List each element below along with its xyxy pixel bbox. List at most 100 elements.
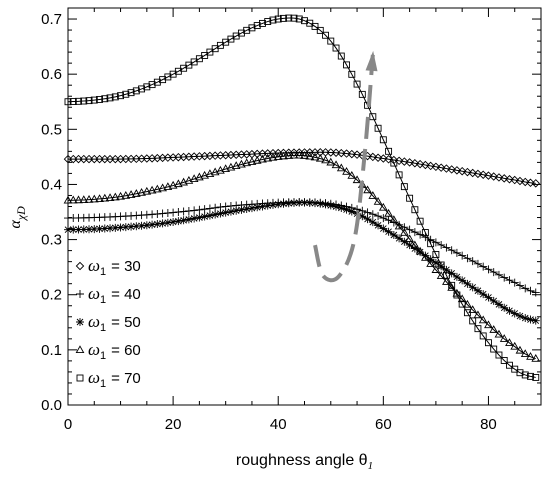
y-axis-title: αχD bbox=[7, 206, 28, 229]
data-point bbox=[489, 325, 499, 333]
data-point bbox=[305, 151, 315, 160]
data-point bbox=[421, 160, 430, 170]
data-point bbox=[415, 159, 425, 169]
data-point bbox=[463, 254, 472, 263]
data-point bbox=[432, 251, 440, 258]
data-point bbox=[211, 210, 220, 219]
data-point bbox=[421, 229, 429, 237]
data-point bbox=[479, 290, 488, 299]
data-point bbox=[457, 294, 467, 303]
data-point bbox=[532, 373, 540, 381]
data-point bbox=[463, 309, 471, 317]
data-point bbox=[394, 156, 404, 166]
data-point bbox=[189, 174, 199, 183]
data-point bbox=[473, 310, 483, 319]
data-point bbox=[352, 150, 362, 159]
data-point bbox=[337, 148, 346, 158]
data-point bbox=[468, 257, 477, 266]
data-point bbox=[410, 240, 420, 249]
data-point bbox=[101, 95, 109, 103]
data-point bbox=[521, 314, 530, 323]
legend-subscript: 1 bbox=[100, 294, 106, 306]
data-point bbox=[263, 153, 273, 162]
data-point bbox=[406, 194, 414, 202]
data-point bbox=[515, 312, 524, 321]
data-point bbox=[463, 299, 472, 308]
data-point bbox=[179, 207, 188, 216]
data-point bbox=[405, 158, 414, 167]
data-point bbox=[89, 194, 99, 203]
legend-marker bbox=[75, 345, 85, 354]
legend-item: ω1 = 60 bbox=[75, 340, 141, 362]
data-point bbox=[116, 223, 125, 232]
data-point bbox=[247, 204, 256, 213]
data-point bbox=[90, 96, 98, 104]
data-point bbox=[427, 240, 435, 248]
data-point bbox=[385, 147, 393, 155]
data-point bbox=[384, 208, 393, 217]
data-point bbox=[448, 281, 456, 289]
legend-value: = 70 bbox=[111, 370, 141, 387]
data-point bbox=[510, 341, 520, 350]
data-point bbox=[195, 213, 204, 222]
data-point bbox=[311, 199, 320, 208]
data-point bbox=[174, 208, 183, 217]
data-point bbox=[521, 371, 529, 379]
data-point bbox=[358, 212, 367, 221]
data-point bbox=[121, 223, 130, 232]
data-point bbox=[342, 167, 351, 175]
data-point bbox=[515, 281, 524, 290]
data-point bbox=[531, 179, 540, 188]
data-point bbox=[410, 244, 419, 253]
data-point bbox=[216, 209, 225, 218]
data-point bbox=[531, 353, 541, 362]
data-point bbox=[452, 248, 461, 257]
data-point bbox=[315, 153, 325, 162]
data-point bbox=[137, 221, 146, 230]
data-point bbox=[79, 225, 88, 234]
data-point bbox=[494, 300, 503, 309]
data-point bbox=[174, 217, 183, 226]
data-point bbox=[327, 37, 335, 45]
data-point bbox=[342, 149, 351, 158]
data-point bbox=[211, 203, 220, 212]
data-point bbox=[526, 352, 535, 360]
data-point bbox=[431, 162, 441, 172]
data-point bbox=[447, 269, 456, 278]
x-axis-title-text: roughness angle θ bbox=[236, 452, 368, 469]
data-point bbox=[332, 202, 341, 211]
data-point bbox=[259, 19, 266, 27]
data-point bbox=[105, 193, 115, 201]
data-point bbox=[436, 163, 446, 172]
data-point bbox=[400, 183, 408, 191]
annotation-layer bbox=[313, 50, 378, 283]
data-point bbox=[84, 194, 94, 203]
data-point bbox=[442, 164, 451, 173]
data-point bbox=[368, 218, 377, 227]
data-point bbox=[463, 167, 472, 177]
y-tick-label: 0.2 bbox=[41, 287, 62, 304]
data-point bbox=[111, 93, 119, 101]
data-point bbox=[269, 16, 277, 24]
data-point bbox=[458, 276, 467, 285]
x-tick-label: 40 bbox=[270, 416, 287, 433]
data-point bbox=[279, 199, 288, 208]
data-point bbox=[452, 166, 462, 175]
data-point bbox=[158, 209, 167, 218]
data-point bbox=[148, 220, 157, 229]
legend-subscript: 1 bbox=[100, 350, 106, 362]
data-point bbox=[399, 228, 409, 236]
data-point bbox=[295, 198, 304, 207]
data-point bbox=[321, 155, 330, 164]
data-point bbox=[284, 151, 294, 159]
data-point bbox=[489, 296, 498, 305]
data-point bbox=[122, 90, 130, 98]
data-point bbox=[478, 170, 488, 179]
legend-subscript: 1 bbox=[100, 378, 106, 390]
data-point bbox=[363, 185, 372, 194]
annotation-arrowhead bbox=[365, 50, 378, 72]
data-point bbox=[74, 195, 83, 204]
data-point bbox=[500, 273, 509, 282]
data-point bbox=[237, 205, 246, 214]
legend-value: = 50 bbox=[111, 314, 141, 331]
